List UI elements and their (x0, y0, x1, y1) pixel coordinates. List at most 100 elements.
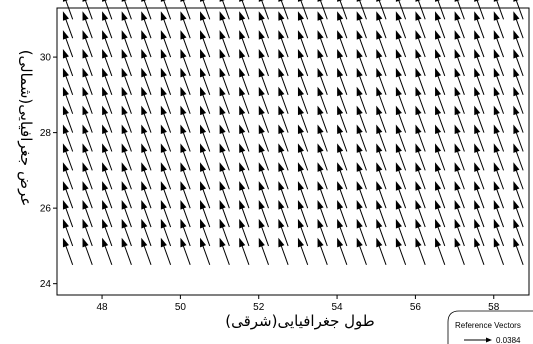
vector-arrow (62, 30, 74, 58)
vector-arrow (474, 67, 485, 96)
vector-arrow (219, 105, 230, 133)
vector-arrow (239, 11, 250, 39)
vector-arrow (474, 143, 485, 171)
y-tick-label: 24 (40, 279, 52, 290)
vector-arrow (82, 181, 93, 209)
vector-arrow (297, 181, 309, 209)
vector-arrow (356, 181, 367, 209)
vector-arrow (82, 237, 93, 265)
vector-arrow (513, 200, 524, 228)
vector-arrow (474, 0, 485, 20)
vector-arrow (219, 11, 230, 39)
vector-arrow (141, 181, 152, 209)
vector-arrow (180, 218, 191, 247)
vector-arrow (376, 11, 387, 39)
vector-arrow (376, 30, 387, 58)
vector-arrow (82, 48, 93, 77)
vector-arrow (415, 11, 426, 39)
x-tick-label: 56 (410, 302, 422, 313)
vector-arrow (376, 237, 387, 265)
vector-arrow (258, 237, 269, 265)
vector-arrow (82, 105, 93, 133)
vector-arrow (278, 237, 289, 265)
vector-arrow (493, 86, 505, 114)
vector-arrow (337, 124, 348, 152)
vector-arrow (258, 30, 269, 58)
vector-arrow (337, 181, 348, 209)
vector-arrow (141, 162, 152, 190)
vector-arrow (435, 67, 446, 96)
vector-arrow (513, 48, 524, 77)
vector-arrow (435, 181, 446, 209)
vector-arrow (376, 48, 387, 77)
vector-arrow (278, 200, 289, 228)
vector-arrow (258, 181, 269, 209)
vector-arrow (337, 67, 348, 96)
vector-arrow (160, 124, 172, 152)
vector-arrow (102, 105, 113, 133)
x-tick-label: 54 (332, 302, 344, 313)
vector-arrow (258, 162, 269, 190)
vector-arrow (454, 218, 465, 247)
vector-arrow (356, 143, 367, 171)
vector-arrow (200, 143, 211, 171)
vector-arrow (435, 105, 446, 133)
vector-arrow (415, 181, 426, 209)
vector-arrow (121, 0, 132, 20)
vector-arrow (297, 0, 309, 20)
vector-arrow (435, 48, 446, 77)
vector-arrow (356, 48, 367, 77)
vector-arrow (180, 162, 191, 190)
vector-arrow (121, 48, 132, 77)
vector-arrow (493, 237, 505, 265)
vector-arrow (297, 86, 309, 114)
vector-arrow (376, 200, 387, 228)
vector-arrow (82, 86, 93, 114)
vector-arrow (219, 200, 230, 228)
vector-arrow (160, 143, 172, 171)
vector-arrow (141, 143, 152, 171)
vector-arrow (219, 86, 230, 114)
vector-arrow (474, 30, 485, 58)
vector-arrow (337, 0, 348, 20)
vector-arrow (513, 67, 524, 96)
vector-arrow (356, 30, 367, 58)
vector-arrow (395, 105, 407, 133)
vector-arrow (395, 30, 407, 58)
vector-arrow (415, 105, 426, 133)
vector-arrow (278, 124, 289, 152)
vector-arrow (102, 11, 113, 39)
vector-arrow (258, 105, 269, 133)
vector-arrow (239, 86, 250, 114)
vector-arrow (258, 124, 269, 152)
vector-arrow (415, 0, 426, 20)
vector-arrow (337, 105, 348, 133)
vector-arrow (278, 162, 289, 190)
vector-arrow (395, 237, 407, 265)
vector-arrow (160, 218, 172, 247)
vector-arrow (239, 181, 250, 209)
vector-arrow (454, 237, 465, 265)
vector-arrow (474, 237, 485, 265)
vector-arrow (160, 30, 172, 58)
vector-arrow (435, 218, 446, 247)
vector-arrow (395, 181, 407, 209)
vector-arrow (395, 218, 407, 247)
vector-arrow (317, 67, 328, 96)
vector-arrow (180, 86, 191, 114)
vector-arrow (317, 181, 328, 209)
x-tick-label: 50 (175, 302, 187, 313)
vector-arrow (337, 11, 348, 39)
vector-arrow (435, 0, 446, 20)
vector-arrow (160, 162, 172, 190)
vector-arrow (513, 11, 524, 39)
vector-arrow (62, 143, 74, 171)
vector-arrow (62, 181, 74, 209)
vector-arrow (395, 124, 407, 152)
vector-arrow (337, 86, 348, 114)
reference-legend-title: Reference Vectors (455, 321, 521, 330)
vector-arrow (121, 30, 132, 58)
reference-legend-value: 0.0384 (496, 336, 521, 344)
vector-arrow (415, 237, 426, 265)
vector-arrow (102, 237, 113, 265)
